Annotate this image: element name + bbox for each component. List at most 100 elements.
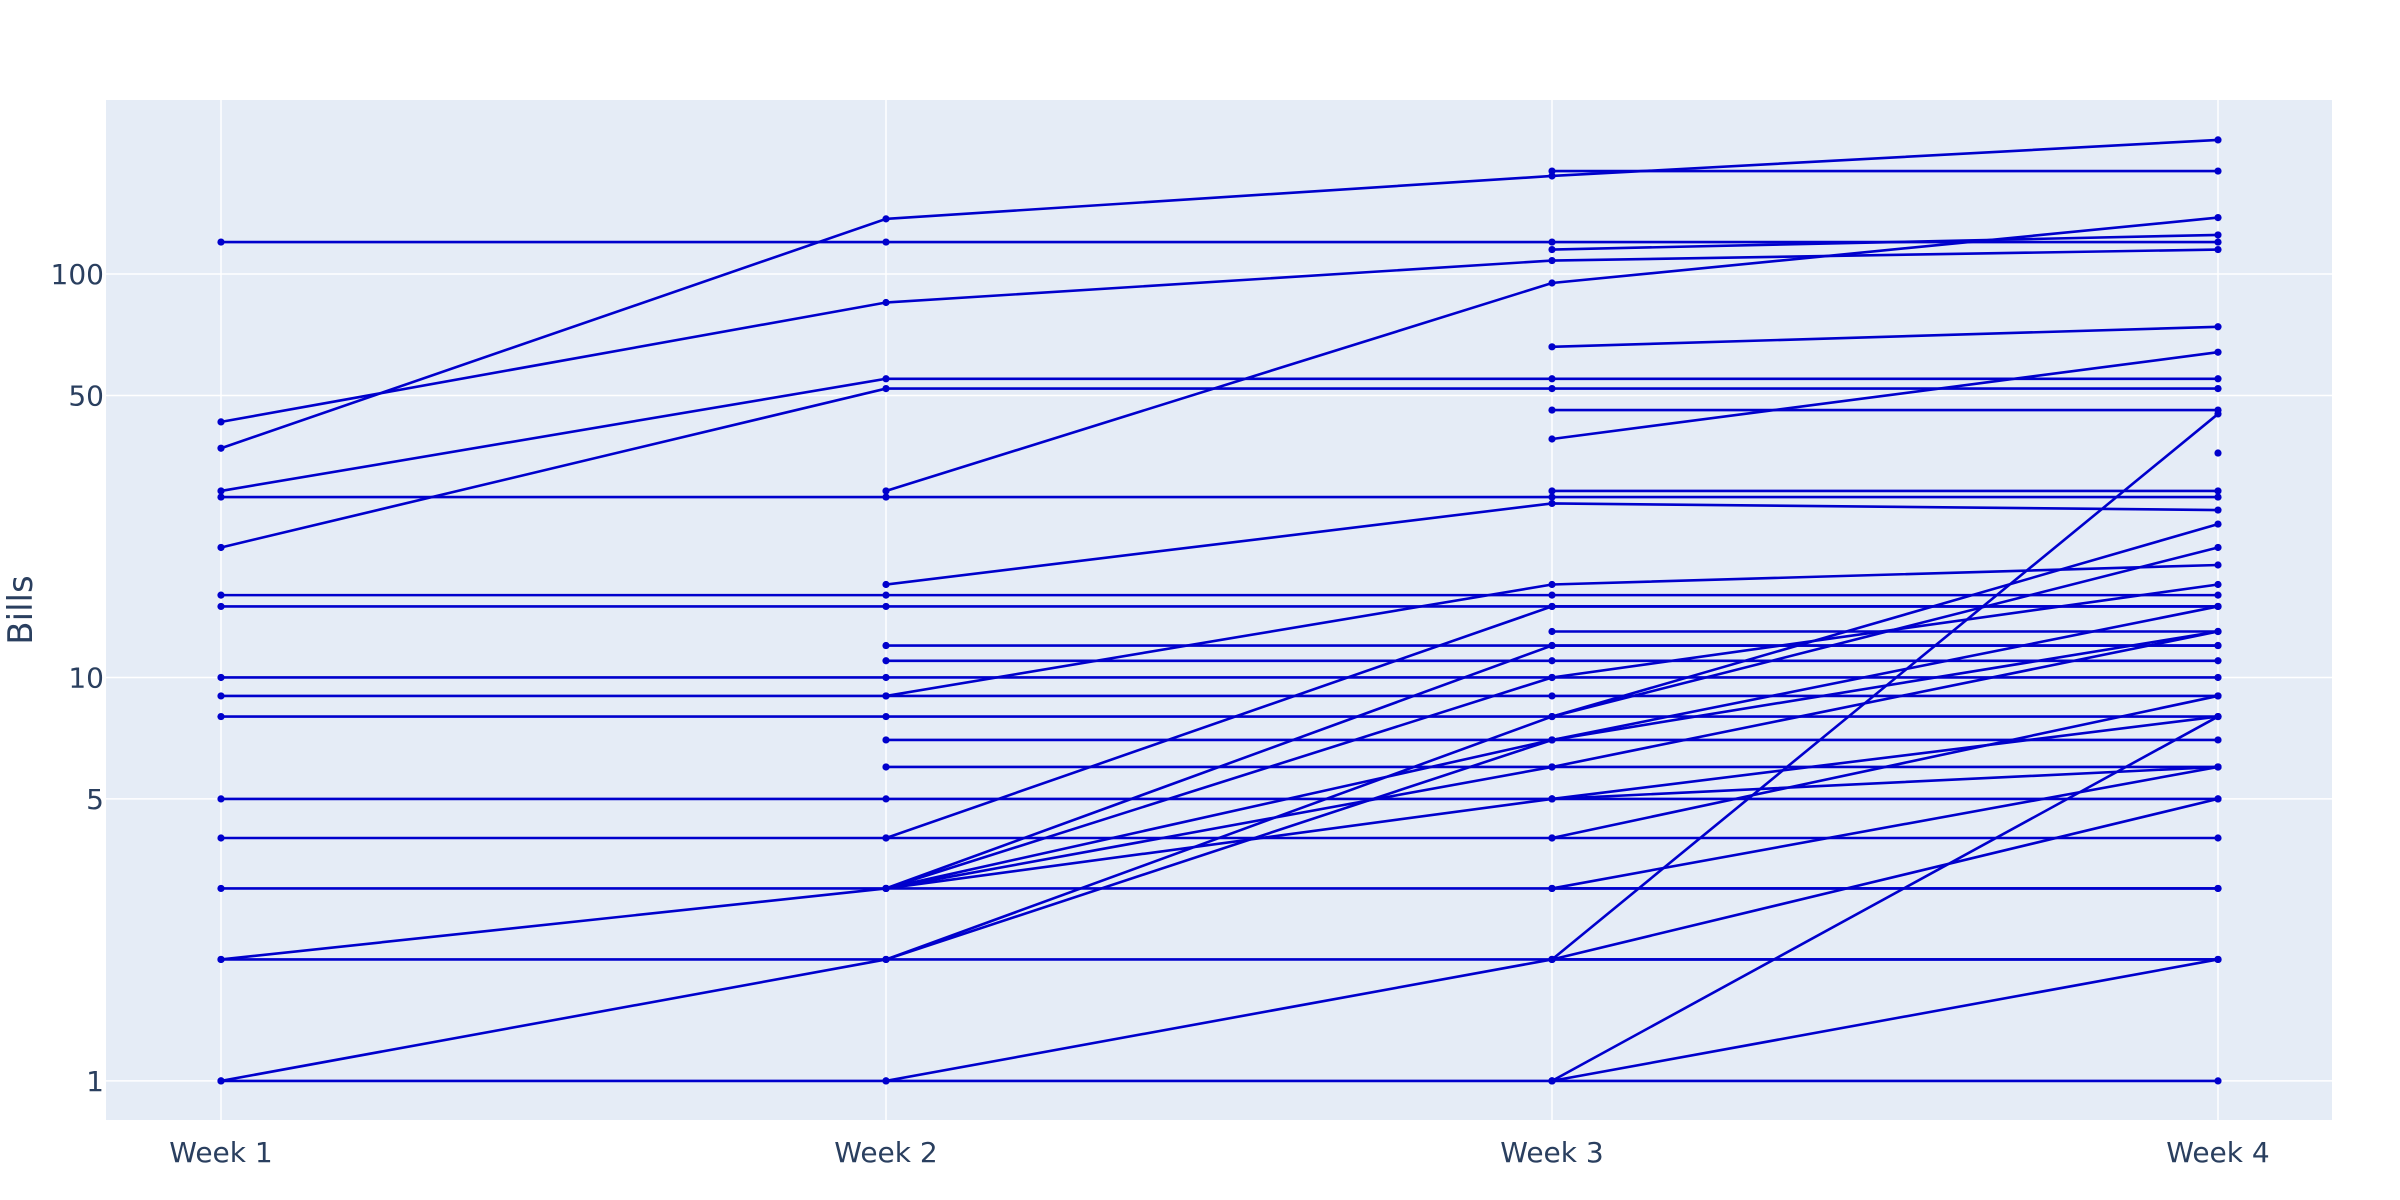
data-point (1548, 493, 1556, 501)
data-point (217, 444, 225, 452)
data-point (217, 834, 225, 842)
data-point (882, 712, 890, 721)
series-line (217, 136, 2222, 452)
data-point (2214, 410, 2222, 418)
plot-background (106, 100, 2332, 1120)
data-point (2214, 955, 2222, 964)
series-line (1548, 231, 2222, 254)
data-point (217, 238, 225, 246)
data-point (1548, 435, 1556, 443)
data-point (2214, 323, 2222, 331)
data-point (2214, 834, 2222, 842)
data-point (1548, 406, 1556, 414)
data-point (1548, 343, 1556, 351)
x-tick-label: Week 3 (1500, 1136, 1603, 1169)
x-axis-ticks: Week 1 Week 2 Week 3 Week 4 (169, 1136, 2269, 1169)
data-point (882, 215, 890, 223)
data-point (882, 673, 890, 682)
series-path (220, 387, 2218, 549)
series-path (1551, 412, 2219, 961)
data-point (2214, 641, 2222, 650)
data-point (1548, 692, 1556, 700)
y-tick-label: 1 (86, 1065, 104, 1098)
data-point (2214, 657, 2222, 665)
series-path (220, 605, 2219, 1083)
data-point (882, 298, 890, 307)
data-point (1548, 657, 1556, 665)
series-line (217, 385, 2222, 552)
data-point (882, 591, 890, 599)
series-line (882, 602, 2222, 842)
data-point (2214, 231, 2222, 239)
data-point (882, 692, 890, 700)
data-point (217, 692, 225, 700)
series-path (220, 377, 2218, 493)
data-point (882, 736, 890, 744)
data-point (217, 1077, 225, 1085)
series-line (2214, 449, 2222, 457)
data-point (882, 385, 890, 393)
data-point (882, 375, 890, 383)
data-point (1548, 795, 1556, 803)
series-line (1548, 692, 2222, 842)
data-point (2214, 385, 2222, 393)
data-point (2214, 238, 2222, 246)
data-point (2214, 580, 2222, 589)
data-point (1548, 167, 1556, 175)
data-point (2214, 245, 2222, 254)
data-point (1548, 955, 1556, 964)
data-point (882, 238, 890, 246)
series-line (882, 561, 2222, 700)
data-point (1548, 375, 1556, 383)
data-point (882, 1077, 890, 1085)
series-path (220, 630, 2219, 961)
data-point (1548, 834, 1556, 842)
data-point (882, 884, 890, 893)
y-tick-label: 100 (51, 258, 104, 291)
series-path (1551, 546, 2219, 718)
data-point (1548, 641, 1556, 650)
y-tick-label: 5 (86, 783, 104, 816)
data-point (217, 602, 225, 611)
data-point (882, 795, 890, 803)
y-tick-label: 10 (68, 661, 104, 694)
data-point (2214, 167, 2222, 175)
data-point (882, 493, 890, 501)
data-point (1548, 673, 1556, 682)
series-line (217, 245, 2222, 426)
x-tick-label: Week 2 (834, 1136, 937, 1169)
data-point (217, 493, 225, 501)
data-point (882, 834, 890, 842)
series-path (1551, 325, 2219, 349)
series-line (882, 499, 2222, 589)
series-path (220, 138, 2219, 450)
data-point (217, 673, 225, 682)
data-point (882, 487, 890, 495)
data-point (1548, 499, 1556, 508)
data-point (882, 580, 890, 589)
x-tick-label: Week 1 (169, 1136, 272, 1169)
data-point (2214, 1077, 2222, 1085)
series-line (1548, 487, 2222, 495)
data-point (2214, 493, 2222, 501)
data-point (2214, 673, 2222, 682)
data-point (1548, 385, 1556, 393)
data-point (2214, 520, 2222, 528)
data-point (217, 591, 225, 599)
series-line (1548, 543, 2222, 721)
data-point (1548, 238, 1556, 246)
data-point (1548, 279, 1556, 287)
x-tick-label: Week 4 (2166, 1136, 2269, 1169)
data-point (1548, 591, 1556, 599)
data-point (1548, 763, 1556, 771)
data-point (217, 543, 225, 552)
data-point (217, 487, 225, 495)
data-point (1548, 736, 1556, 744)
series-path (1551, 233, 2219, 251)
data-point (217, 955, 225, 964)
data-point (2214, 543, 2222, 552)
data-point (2214, 884, 2222, 893)
data-point (1548, 884, 1556, 893)
data-point (1548, 1077, 1556, 1085)
